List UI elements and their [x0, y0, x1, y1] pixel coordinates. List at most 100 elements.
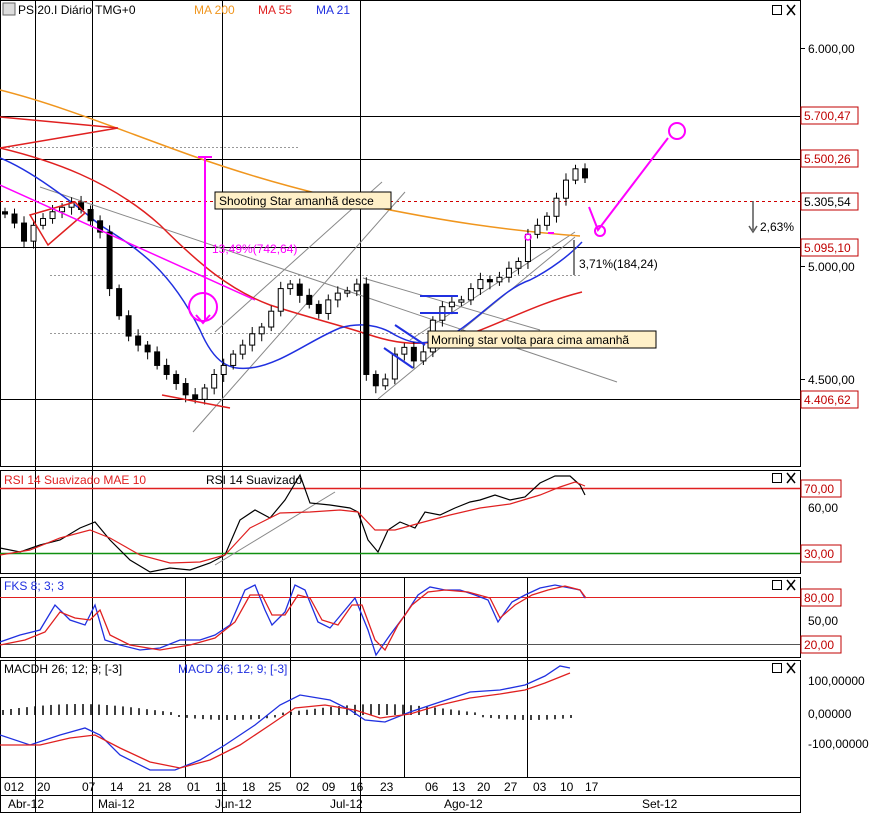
fks-tick: 20,00	[804, 638, 834, 652]
rsi-legend[interactable]: RSI 14 Suavizado	[206, 473, 302, 487]
day-labels: 012 20 07 14 21 28 01 11 18 25 02 09 16 23 06 13 20 27 03 1…	[4, 780, 599, 794]
price-panel-frame	[0, 0, 801, 467]
macd-tick: 100,00000	[808, 674, 865, 688]
day-label: 25	[268, 780, 282, 794]
macd-tick: 0,00000	[808, 707, 852, 721]
candle-body	[391, 353, 398, 380]
candle-body	[515, 260, 522, 269]
day-label: 28	[158, 780, 172, 794]
macd-legend[interactable]: MACD 26; 12; 9; [-3]	[178, 662, 287, 676]
morning-star-label: Morning star volta para cima amanhã	[431, 333, 629, 347]
month-label: Jun-12	[215, 797, 252, 811]
day-label: 17	[585, 780, 599, 794]
rsi-panel: 70,00 60,00 30,00	[0, 473, 842, 573]
macdh-legend[interactable]: MACDH 26; 12; 9; [-3]	[4, 662, 122, 676]
chart-icon[interactable]	[2, 2, 16, 16]
fks-panel-controls[interactable]	[772, 579, 796, 591]
candle-body	[154, 351, 161, 366]
candle-body	[363, 283, 370, 375]
price-tick: 6.000,00	[808, 42, 855, 56]
ma21-legend[interactable]: MA 21	[316, 3, 350, 17]
day-label: 23	[380, 780, 394, 794]
candle-body	[543, 215, 550, 226]
day-label: 07	[82, 780, 96, 794]
price-box: 5.700,47	[804, 109, 851, 123]
rise-measure-label: 3,71%(184,24)	[579, 257, 658, 271]
candle-body	[277, 288, 284, 312]
candle-body	[296, 283, 303, 296]
macd-tick: -100,00000	[808, 737, 869, 751]
candle-body	[97, 220, 104, 233]
candle-body	[116, 288, 123, 317]
candle-body	[40, 218, 47, 226]
day-label: 21	[138, 780, 152, 794]
candle-body	[135, 335, 142, 346]
day-label: 27	[504, 780, 518, 794]
candle-body	[458, 299, 465, 303]
candle-body	[182, 383, 189, 396]
candle-body	[496, 276, 503, 283]
macd-panel-controls[interactable]	[772, 662, 796, 674]
symbol-label[interactable]: PSI20.I Diário TMG+0	[18, 3, 136, 17]
day-label: 02	[296, 780, 310, 794]
day-label: 16	[350, 780, 364, 794]
candle-body	[125, 315, 132, 337]
price-panel-controls[interactable]	[772, 4, 796, 16]
drawn-annotations	[0, 116, 758, 409]
month-label: Mai-12	[98, 797, 135, 811]
day-label: 10	[560, 780, 574, 794]
day-label: 01	[187, 780, 201, 794]
price-box: 4.406,62	[804, 393, 851, 407]
rsi-legend-mae[interactable]: RSI 14 Suavizado MAE 10	[4, 473, 146, 487]
candle-body	[258, 326, 265, 335]
fks-legend[interactable]: FKS 8; 3; 3	[4, 579, 64, 593]
candle-body	[325, 299, 332, 314]
day-label: 14	[110, 780, 124, 794]
candle-body	[334, 292, 341, 301]
day-label: 09	[322, 780, 336, 794]
day-label: 06	[425, 780, 439, 794]
close-icon	[786, 472, 796, 484]
candle-body	[239, 344, 246, 355]
rsi-tick: 60,00	[808, 501, 838, 515]
candle-body	[467, 288, 474, 301]
month-label: Ago-12	[444, 797, 483, 811]
candle-body	[268, 310, 275, 328]
maximize-icon	[772, 663, 782, 673]
fks-tick: 80,00	[804, 591, 834, 605]
rsi-panel-controls[interactable]	[772, 472, 796, 484]
candle-body	[163, 364, 170, 375]
candle-body	[220, 364, 227, 375]
day-label: 03	[533, 780, 547, 794]
current-price-box: 5.305,54	[804, 195, 851, 209]
percent-label: 2,63%	[760, 220, 794, 234]
maximize-icon	[772, 580, 782, 590]
month-labels: Abr-12 Mai-12 Jun-12 Jul-12 Ago-12 Set-12	[8, 797, 678, 811]
fks-tick: 50,00	[808, 614, 838, 628]
candle-body	[201, 387, 208, 400]
candle-body	[382, 378, 389, 387]
ma200-line	[0, 89, 581, 237]
candle-body	[562, 179, 569, 199]
candle-body	[59, 206, 66, 213]
ma200-legend[interactable]: MA 200	[194, 3, 235, 17]
candle-body	[192, 394, 199, 400]
candle-body	[372, 373, 379, 387]
candle-body	[505, 267, 512, 278]
day-label: 20	[37, 780, 51, 794]
rsi-tick: 70,00	[804, 482, 834, 496]
close-icon	[786, 662, 796, 674]
candle-body	[230, 353, 237, 366]
candle-body	[477, 279, 484, 290]
day-label: 20	[477, 780, 491, 794]
ma55-legend[interactable]: MA 55	[258, 3, 292, 17]
shooting-star-label: Shooting Star amanhã desce	[219, 194, 374, 208]
candle-body	[353, 283, 360, 292]
macd-panel-frame	[0, 660, 801, 778]
price-axis: 6.000,00 5.000,00 4.500,00	[800, 42, 855, 387]
day-label: 13	[452, 780, 466, 794]
candle-body	[249, 333, 256, 346]
day-label: 012	[4, 780, 24, 794]
candle-body	[534, 224, 541, 235]
price-box: 5.095,10	[804, 241, 851, 255]
